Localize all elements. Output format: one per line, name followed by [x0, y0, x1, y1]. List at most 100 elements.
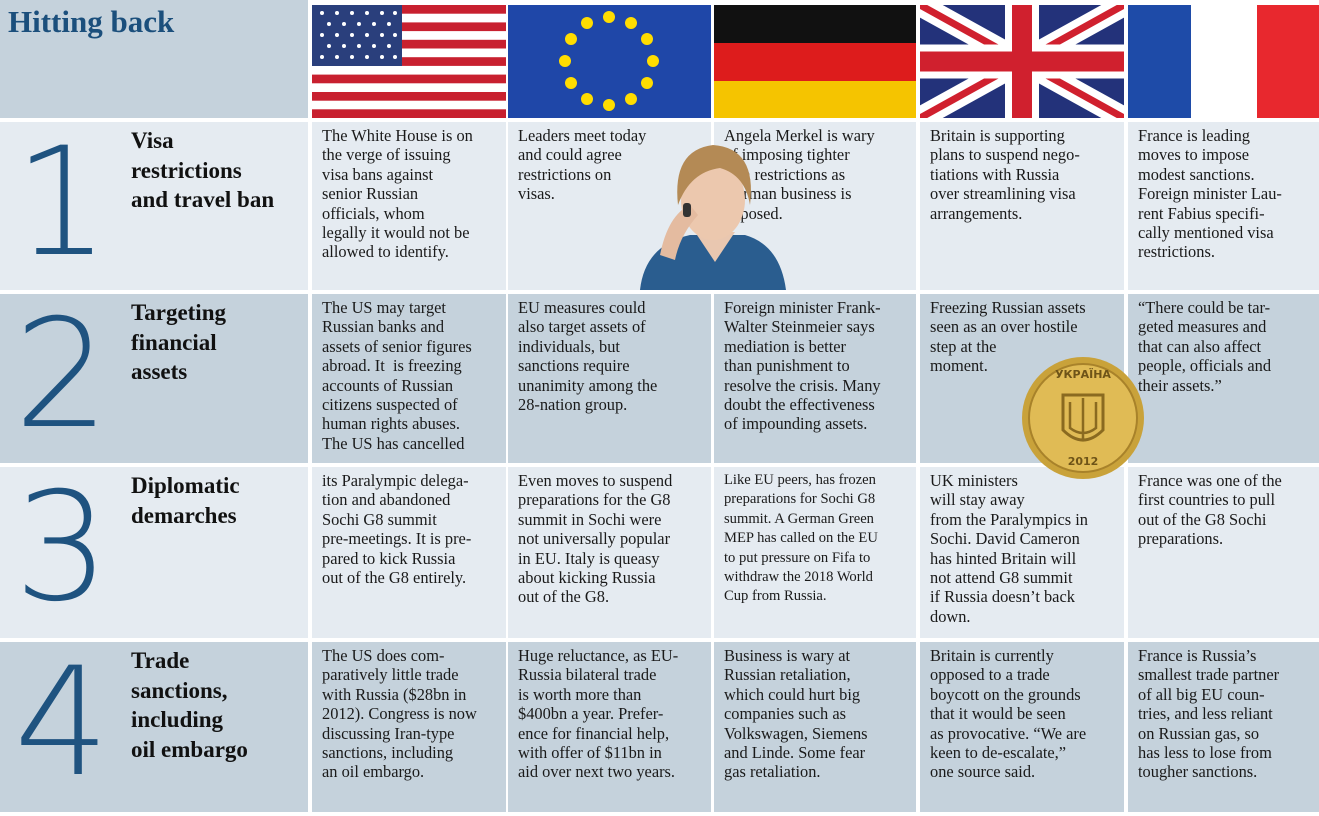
heading-line: Targeting: [131, 300, 226, 325]
text-line: Like EU peers, has frozen: [724, 472, 876, 488]
text-line: restrictions on: [518, 164, 612, 184]
text-line: human rights abuses.: [322, 414, 460, 434]
text-line: and could agree: [518, 145, 622, 165]
text-line: France is Russia’s: [1138, 646, 1257, 665]
text-cell: Like EU peers, has frozen preparations fo…: [714, 467, 916, 638]
text-line: mediation is better: [724, 336, 846, 356]
text-line: Angela Merkel is wary: [724, 126, 875, 145]
text-line: with Russia ($28bn in: [322, 684, 467, 704]
text-line: abroad. It is freezing: [322, 356, 462, 376]
text-cell: France is leading moves to impose modest s…: [1128, 122, 1319, 290]
text-cell: Even moves to suspend preparations for th…: [508, 467, 711, 638]
text-line: The US does com-: [322, 646, 445, 665]
text-line: accounts of Russian: [322, 375, 454, 395]
text-line: plans to suspend nego-: [930, 145, 1080, 165]
text-line: tiations with Russia: [930, 164, 1060, 184]
text-line: has hinted Britain will: [930, 548, 1077, 568]
text-line: Business is wary at: [724, 646, 851, 665]
text-line: people, officials and: [1138, 356, 1272, 376]
text-line: boycott on the grounds: [930, 684, 1081, 704]
text-line: sanctions require: [518, 356, 630, 376]
text-line: ence for financial help,: [518, 723, 670, 743]
text-line: officials, whom: [322, 203, 425, 223]
row-number: 1: [14, 116, 110, 290]
text-line: that can also affect: [1138, 336, 1262, 356]
text-line: doubt the effectiveness: [724, 395, 875, 415]
text-line: aid over next two years.: [518, 762, 676, 782]
text-line: Russia bilateral trade: [518, 665, 657, 685]
text-line: in EU. Italy is queasy: [518, 548, 660, 568]
text-line: out of the G8.: [518, 587, 610, 607]
text-line: Sochi. David Cameron: [930, 529, 1080, 549]
text-cell: Britain is supporting plans to suspend ne…: [920, 122, 1124, 290]
text-cell: The US does com-paratively little trade w…: [312, 642, 506, 812]
text-line: individuals, but: [518, 336, 620, 356]
text-line: 2012). Congress is now: [322, 704, 477, 724]
text-line: visa bans against: [322, 164, 434, 184]
heading-line: demarches: [131, 502, 237, 528]
header-bg: [0, 0, 308, 118]
german-flag: [714, 5, 916, 118]
text-line: of all big EU coun-: [1138, 684, 1265, 704]
text-line: sanctions, including: [322, 743, 454, 763]
text-line: about kicking Russia: [518, 568, 656, 588]
text-line: keen to de-escalate,”: [930, 743, 1067, 763]
text-line: an oil embargo.: [322, 762, 425, 782]
text-line: of impounding assets.: [724, 414, 868, 434]
heading-line: restrictions: [131, 157, 242, 183]
text-line: moment.: [930, 356, 988, 376]
text-line: assets of senior figures: [322, 336, 472, 356]
text-line: smallest trade partner: [1138, 665, 1280, 685]
eu-flag: [508, 5, 711, 118]
text-line: that it would be seen: [930, 704, 1066, 724]
text-line: geted measures and: [1138, 317, 1267, 337]
text-line: step at the: [930, 336, 997, 356]
heading-line: including: [131, 707, 224, 732]
text-line: which could hurt big: [724, 684, 861, 704]
text-line: moves to impose: [1138, 145, 1250, 165]
text-line: Leaders meet today: [518, 126, 647, 145]
text-cell: The US may target Russian banks and assets…: [312, 294, 506, 463]
heading-line: Diplomatic: [131, 473, 240, 498]
heading-line: Visa: [131, 128, 174, 153]
uk-flag: [920, 5, 1124, 118]
text-line: than punishment to: [724, 356, 850, 376]
text-line: gas retaliation.: [724, 762, 821, 782]
text-cell: Foreign minister Frank- Walter Steinmeier…: [714, 294, 916, 463]
text-line: citizens suspected of: [322, 395, 458, 415]
text-line: Even moves to suspend: [518, 471, 673, 490]
text-cell: Huge reluctance, as EU- Russia bilateral …: [508, 642, 711, 812]
text-cell: UK ministers will stay away from the Paral…: [920, 467, 1124, 638]
text-line: pared to kick Russia: [322, 548, 456, 568]
text-line: its Paralympic delega-: [322, 471, 469, 490]
text-line: preparations for Sochi G8: [724, 491, 876, 508]
text-cell: Britain is currently opposed to a trade bo…: [920, 642, 1124, 812]
text-line: has less to lose from: [1138, 743, 1272, 763]
row-label-cell: [0, 642, 308, 812]
text-line: Russian banks and: [322, 317, 445, 337]
text-line: summit in Sochi were: [518, 509, 662, 529]
text-cell: its Paralympic delega-tion and abandoned…: [312, 467, 506, 638]
text-line: tion and abandoned: [322, 490, 451, 510]
text-line: as provocative. “We are: [930, 723, 1087, 743]
merkel-photo: [640, 145, 786, 290]
french-flag: [1128, 5, 1319, 118]
text-line: unanimity among the: [518, 375, 658, 395]
text-line: Sochi G8 summit: [322, 509, 437, 529]
text-line: Walter Steinmeier says: [724, 317, 875, 337]
text-line: out of the G8 entirely.: [322, 568, 467, 588]
text-line: France is leading: [1138, 126, 1250, 145]
text-line: if Russia doesn’t back: [930, 587, 1075, 607]
text-line: Huge reluctance, as EU-: [518, 646, 679, 665]
text-line: $400bn a year. Prefer-: [518, 704, 664, 724]
text-line: paratively little trade: [322, 665, 459, 685]
title: Hitting back: [8, 4, 175, 39]
text-line: The US may target: [322, 298, 446, 317]
text-line: Russian retaliation,: [724, 665, 851, 685]
text-cell: “There could be tar-geted measures and th…: [1128, 294, 1319, 463]
text-line: seen as an over hostile: [930, 317, 1078, 337]
text-line: pre-meetings. It is pre-: [322, 529, 472, 549]
heading-line: assets: [131, 359, 188, 384]
coin: УКРАЇНА 2012: [1022, 357, 1144, 479]
